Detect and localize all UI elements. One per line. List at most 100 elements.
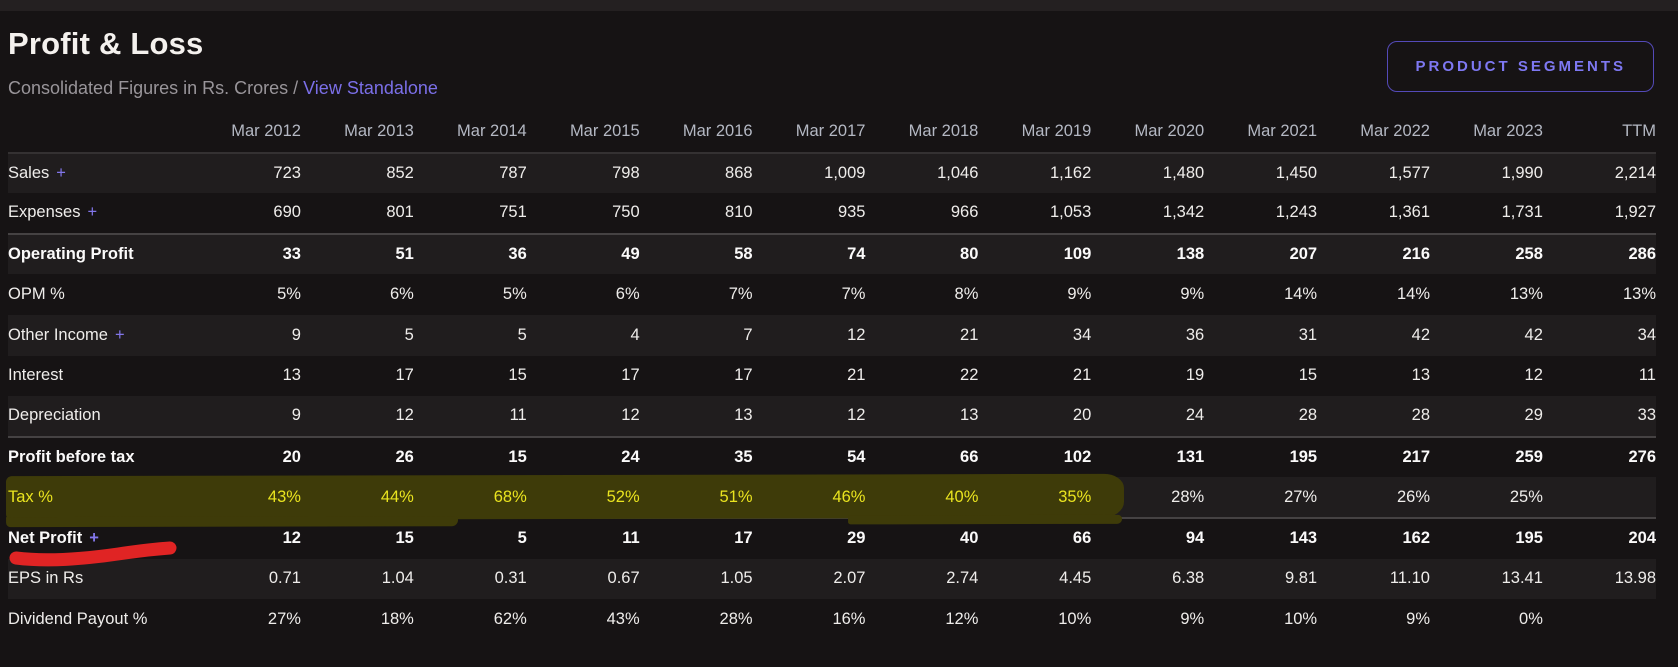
- value-cell: 27%: [267, 609, 301, 628]
- value-cell: 1.04: [381, 569, 414, 588]
- value-cell: 207: [1289, 245, 1318, 264]
- row-label[interactable]: Expenses +: [8, 193, 188, 234]
- value-cell: 0.71: [268, 569, 301, 588]
- value-cell: 1.05: [720, 569, 753, 588]
- value-cell: 723: [273, 163, 301, 182]
- value-cell: 19: [1185, 366, 1205, 385]
- table-head: Mar 2012 Mar 2013 Mar 2014 Mar 2015 Mar 2016…: [8, 112, 1656, 153]
- value-cell: 1,927: [1614, 203, 1656, 222]
- table-row: Other Income +9 5 5 4 7 12 21 34 36 31 42 42 34: [8, 314, 1656, 356]
- value-cell: 17: [395, 366, 414, 385]
- value-cell: 51: [395, 245, 414, 264]
- value-cell: 216: [1402, 245, 1430, 264]
- value-cell: 26: [395, 448, 414, 467]
- row-label-text: Net Profit: [8, 529, 83, 548]
- column-header: Mar 2018: [908, 122, 979, 141]
- value-cell: 9.81: [1284, 569, 1318, 588]
- value-cell: [1543, 599, 1656, 640]
- value-cell: 35: [734, 448, 753, 467]
- value-cell: 12: [1524, 366, 1543, 385]
- value-cell: 0.67: [607, 569, 640, 588]
- value-cell: 21: [847, 366, 866, 385]
- table-row: Profit before tax 20 26 15 24 35 54 66 102 131 195…: [8, 436, 1656, 478]
- value-cell: 9%: [1180, 609, 1205, 628]
- value-cell: 195: [1289, 448, 1318, 467]
- column-header: Mar 2022: [1360, 122, 1430, 141]
- subtitle-text: Consolidated Figures in Rs. Crores /: [8, 78, 304, 98]
- table-row: Expenses +690 801 751 750 810 935 966 1,053 1,342…: [8, 193, 1656, 234]
- column-header: Mar 2015: [569, 122, 640, 141]
- value-cell: 21: [1072, 366, 1092, 385]
- value-cell: 7%: [728, 285, 753, 304]
- row-label[interactable]: Other Income +: [8, 315, 188, 356]
- column-header: Mar 2016: [682, 122, 753, 141]
- value-cell: 750: [612, 203, 640, 222]
- value-cell: 54: [847, 448, 866, 467]
- row-label: Dividend Payout %: [8, 599, 188, 640]
- value-cell: 2,214: [1614, 163, 1656, 182]
- value-cell: 276: [1628, 448, 1656, 467]
- row-label[interactable]: Net Profit +: [8, 518, 188, 559]
- value-cell: 34: [1637, 325, 1656, 344]
- value-cell: 6.38: [1172, 569, 1205, 588]
- expand-plus-icon[interactable]: +: [56, 163, 66, 182]
- table-row: Net Profit +12 15 5 11 17 29 40 66 94 143 162 195 204: [8, 517, 1656, 559]
- value-cell: 1,342: [1162, 203, 1205, 222]
- value-cell: 22: [960, 366, 979, 385]
- expand-plus-icon[interactable]: +: [87, 203, 98, 222]
- value-cell: 46%: [832, 487, 866, 506]
- top-edge-strip: [0, 0, 1678, 11]
- value-cell: 1,053: [1049, 203, 1092, 222]
- value-cell: 51%: [719, 487, 753, 506]
- column-header: Mar 2020: [1134, 122, 1205, 141]
- value-cell: 751: [499, 203, 527, 222]
- value-cell: 966: [950, 203, 979, 222]
- value-cell: 11: [1638, 366, 1656, 385]
- subtitle: Consolidated Figures in Rs. Crores / Vie…: [8, 78, 438, 99]
- value-cell: 7%: [841, 285, 866, 304]
- value-cell: 24: [621, 448, 640, 467]
- expand-plus-icon[interactable]: +: [89, 529, 99, 548]
- value-cell: 195: [1515, 529, 1543, 548]
- view-standalone-link[interactable]: View Standalone: [303, 78, 438, 98]
- value-cell: 5%: [277, 285, 301, 304]
- value-cell: 31: [1298, 325, 1318, 344]
- product-segments-button[interactable]: PRODUCT SEGMENTS: [1387, 41, 1654, 92]
- expand-plus-icon[interactable]: +: [114, 325, 125, 344]
- value-cell: 33: [1637, 406, 1656, 425]
- value-cell: 43%: [606, 609, 640, 628]
- value-cell: 801: [386, 203, 414, 222]
- value-cell: 28: [1411, 406, 1430, 425]
- header-row: Mar 2012 Mar 2013 Mar 2014 Mar 2015 Mar 2016…: [8, 112, 1656, 153]
- value-cell: [1543, 477, 1656, 518]
- row-label-text: EPS in Rs: [8, 569, 84, 588]
- value-cell: 36: [508, 245, 527, 264]
- row-label: Profit before tax: [8, 437, 188, 478]
- value-cell: 935: [837, 203, 866, 222]
- value-cell: 204: [1628, 529, 1656, 548]
- value-cell: 9: [291, 325, 301, 344]
- row-label: Interest: [8, 356, 188, 397]
- row-label-text: Other Income: [8, 325, 108, 344]
- row-label: EPS in Rs: [8, 559, 188, 600]
- row-label[interactable]: Sales +: [8, 153, 188, 194]
- value-cell: 852: [386, 163, 414, 182]
- value-cell: 286: [1628, 245, 1656, 264]
- value-cell: 12%: [945, 609, 979, 628]
- value-cell: 42: [1524, 325, 1543, 344]
- value-cell: 4: [630, 325, 640, 344]
- table-body: Sales +723 852 787 798 868 1,009 1,046 1,162 1,48…: [8, 152, 1656, 640]
- value-cell: 40: [960, 529, 979, 548]
- value-cell: 43%: [267, 487, 301, 506]
- column-header: Mar 2023: [1473, 122, 1543, 141]
- column-header: Mar 2012: [231, 122, 301, 141]
- value-cell: 44%: [380, 487, 414, 506]
- value-cell: 868: [725, 163, 753, 182]
- value-cell: 11: [622, 529, 640, 548]
- value-cell: 9%: [1406, 609, 1430, 628]
- value-cell: 12: [282, 529, 301, 548]
- value-cell: 17: [734, 366, 753, 385]
- column-header: TTM: [1622, 122, 1656, 141]
- value-cell: 5: [517, 529, 527, 548]
- value-cell: 1,450: [1275, 163, 1318, 182]
